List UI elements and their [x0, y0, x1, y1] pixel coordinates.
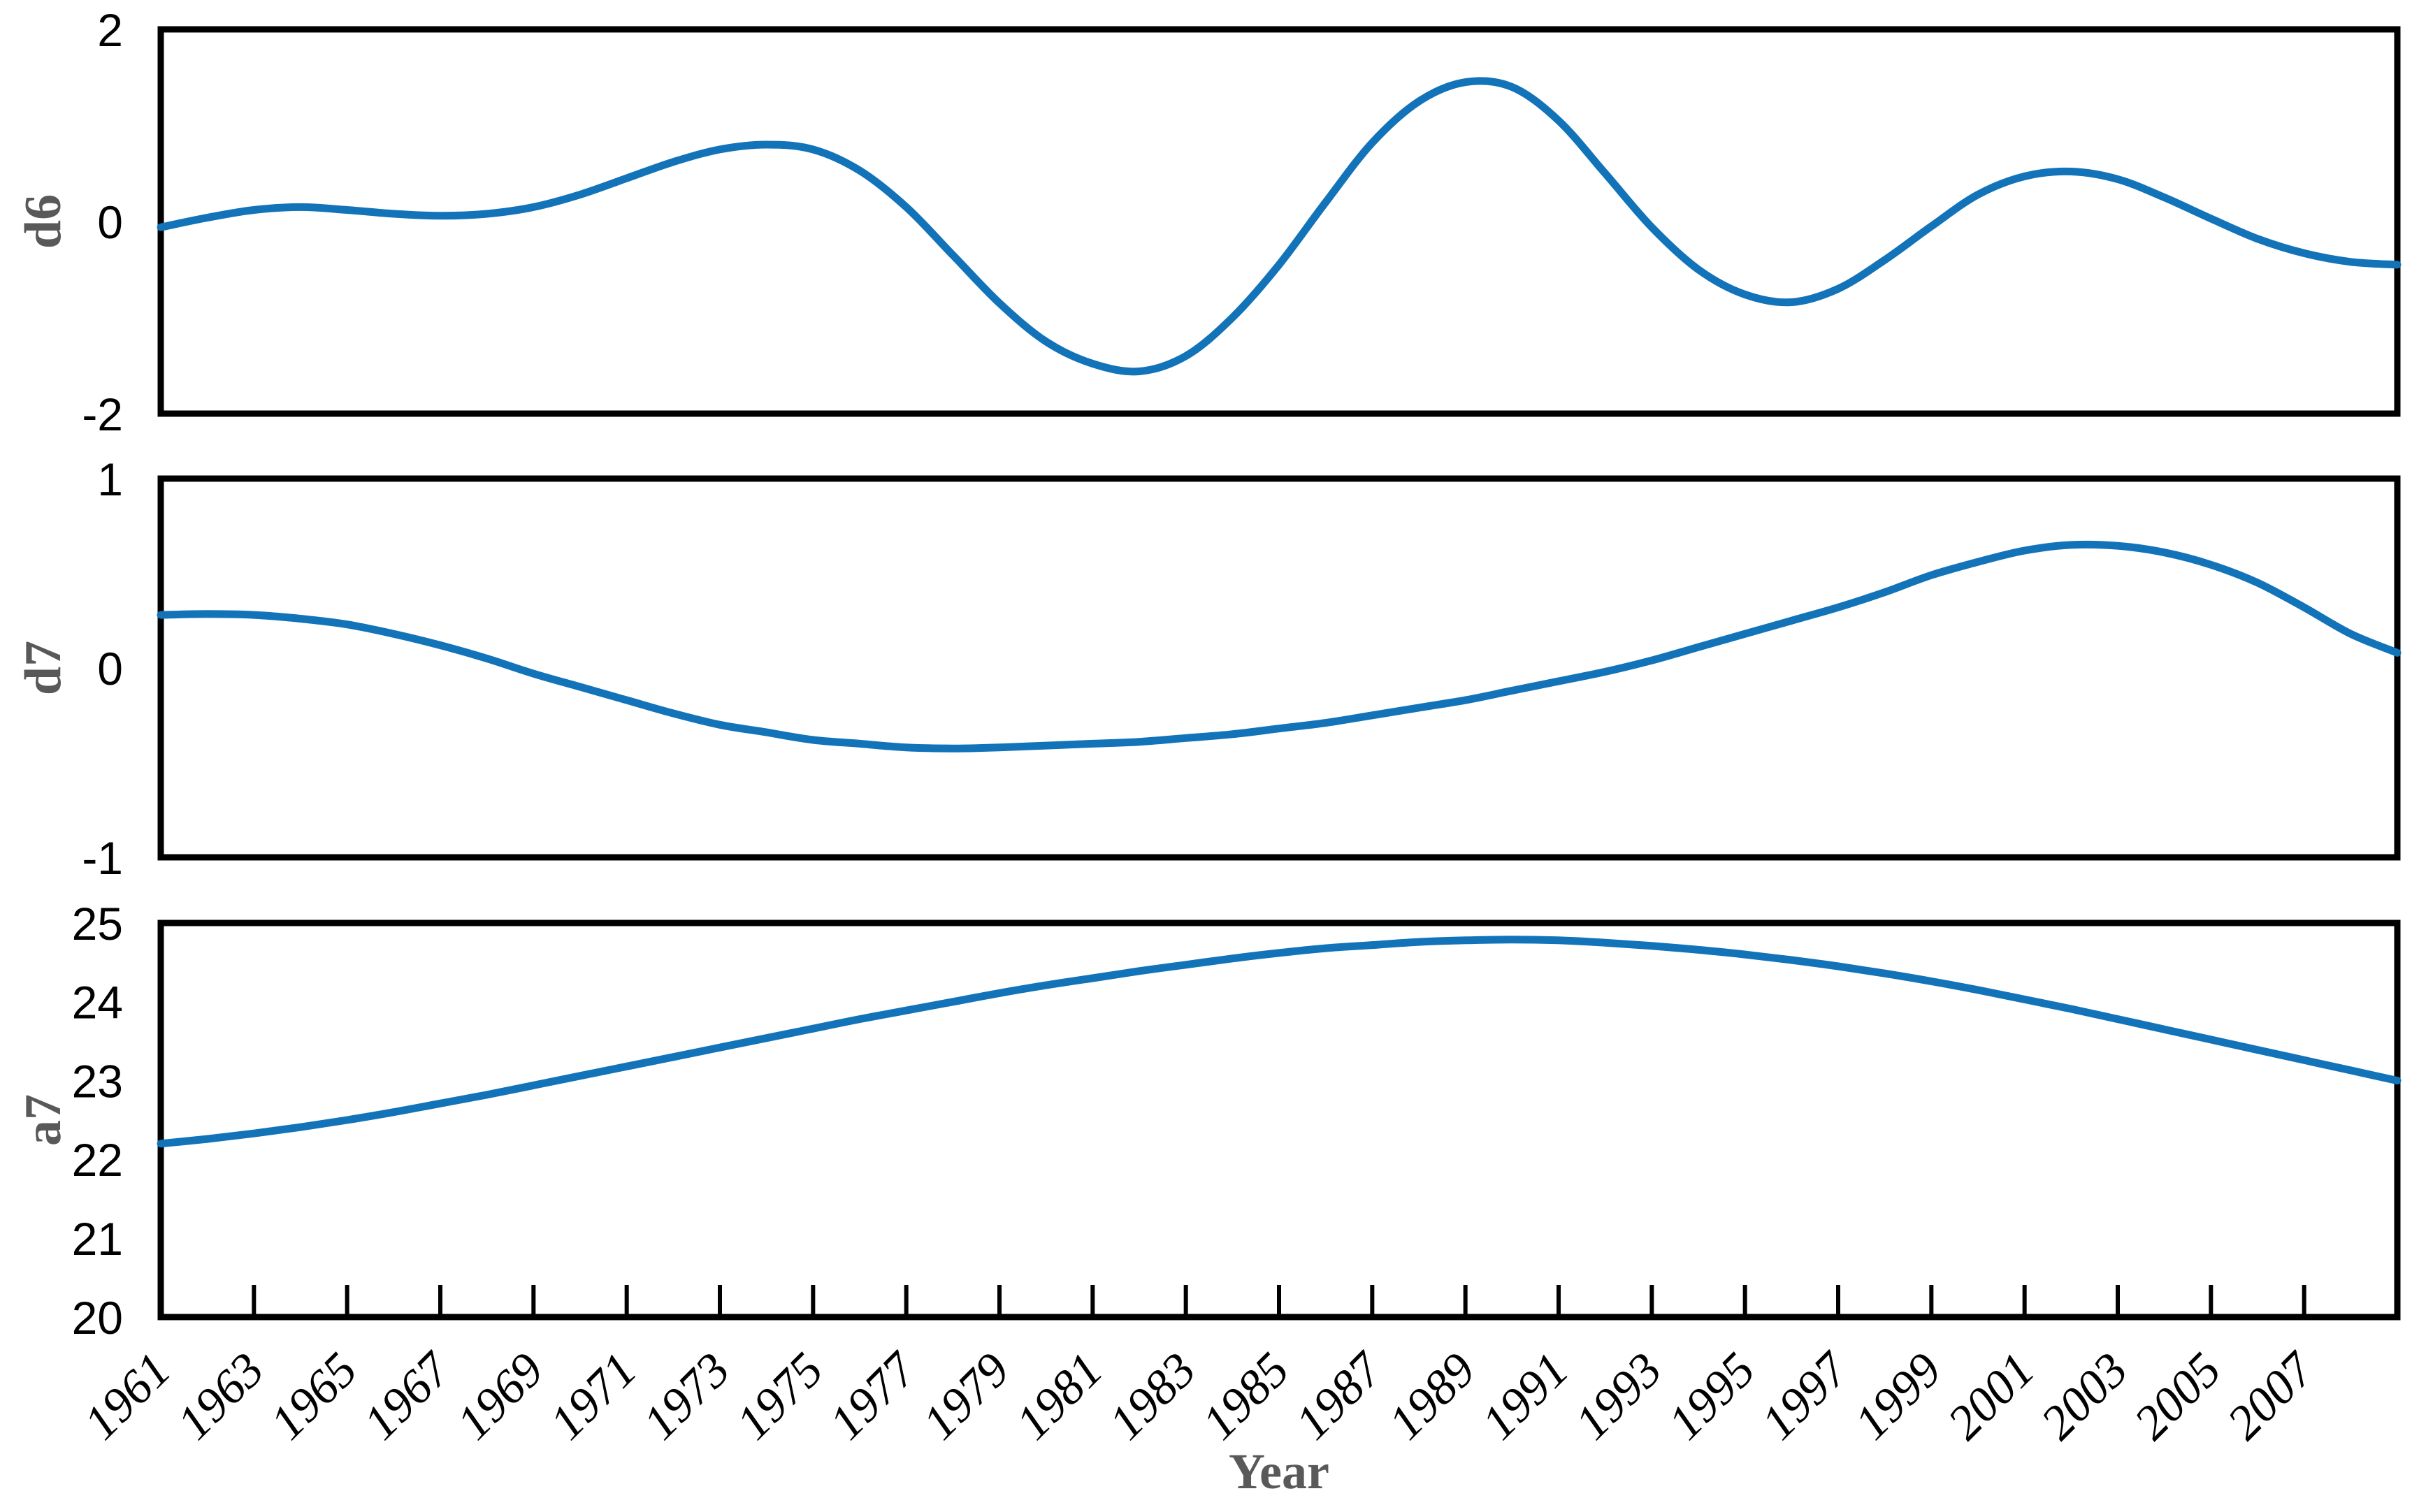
- x-tick-label: 2007: [2218, 1342, 2327, 1451]
- x-tick-label: 1965: [261, 1343, 368, 1450]
- x-tick-label: 1967: [354, 1342, 463, 1451]
- y-tick-label: -1: [82, 832, 123, 884]
- x-tick-label: 1985: [1192, 1343, 1299, 1450]
- panel-border-a7: [157, 919, 2401, 1321]
- x-tick-label: 1963: [167, 1343, 274, 1450]
- x-tick-label: 1977: [820, 1342, 929, 1451]
- x-tick-label: 2005: [2124, 1343, 2231, 1450]
- panel-border-d7: [157, 475, 2401, 861]
- x-tick-label: 1975: [726, 1343, 833, 1450]
- panel3-y-axis-title: a7: [15, 1094, 72, 1146]
- y-tick-label: 0: [97, 643, 123, 695]
- x-tick-label: 1969: [447, 1343, 554, 1450]
- y-tick-label: -2: [82, 388, 123, 440]
- x-tick-label: 1991: [1472, 1343, 1579, 1450]
- x-tick-label: 1981: [1006, 1343, 1113, 1450]
- x-tick-label: 1995: [1659, 1343, 1765, 1450]
- x-axis-title: Year: [1229, 1444, 1329, 1499]
- y-tick-label: 0: [97, 196, 123, 248]
- x-tick-label: 2003: [2031, 1343, 2138, 1450]
- y-tick-label: 24: [72, 977, 123, 1028]
- x-tick-label: 1989: [1379, 1343, 1486, 1450]
- series-line-d6: [157, 77, 2402, 376]
- panel-border-d6: [157, 26, 2401, 417]
- y-tick-label: 2: [97, 4, 123, 56]
- chart-panels: 20-210-125242322212019611963196519671969…: [72, 4, 2402, 1451]
- series-line-a7: [157, 936, 2402, 1148]
- y-tick-label: 20: [72, 1292, 123, 1344]
- y-tick-label: 21: [72, 1213, 123, 1265]
- x-tick-label: 1983: [1099, 1343, 1206, 1450]
- y-tick-label: 25: [72, 898, 123, 950]
- x-tick-label: 1961: [74, 1343, 181, 1450]
- x-tick-label: 1971: [540, 1343, 647, 1450]
- x-tick-label: 1997: [1752, 1342, 1861, 1451]
- y-tick-label: 23: [72, 1055, 123, 1107]
- series-line-d7: [157, 540, 2402, 753]
- x-tick-label: 1973: [633, 1343, 740, 1450]
- x-tick-label: 1987: [1285, 1342, 1394, 1451]
- y-tick-label: 1: [97, 453, 123, 505]
- x-tick-label: 1979: [913, 1343, 1020, 1450]
- panel2-y-axis-title: d7: [15, 641, 72, 695]
- x-tick-label: 1993: [1565, 1343, 1672, 1450]
- x-tick-label: 2001: [1938, 1343, 2045, 1450]
- y-tick-label: 22: [72, 1134, 123, 1186]
- panel1-y-axis-title: d6: [15, 194, 72, 249]
- x-tick-label: 1999: [1844, 1343, 1951, 1450]
